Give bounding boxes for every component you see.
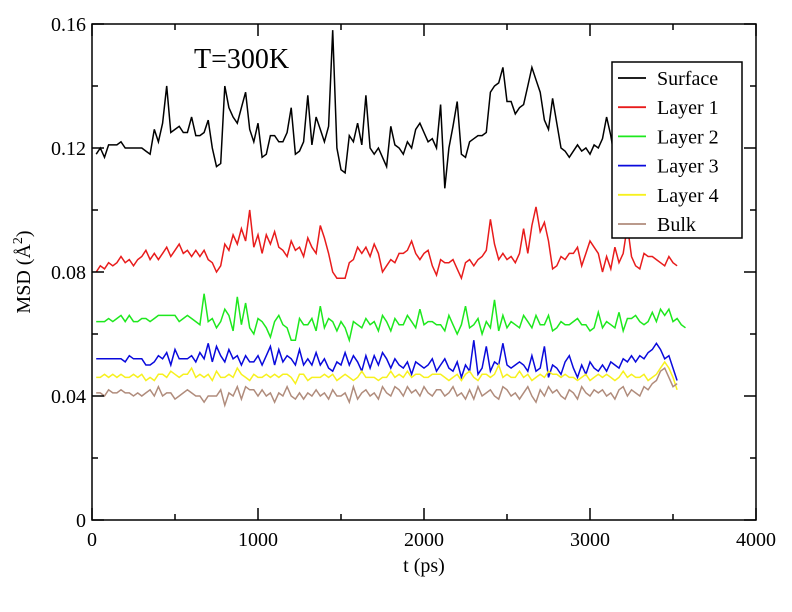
legend-items: Surface Layer 1 Layer 2 Layer 3 Layer 4 Bulk — [618, 68, 719, 236]
series-line-bulk — [96, 366, 678, 408]
legend-label: Layer 2 — [657, 126, 719, 148]
legend-box — [611, 61, 743, 239]
legend-label: Layer 1 — [657, 97, 719, 119]
y-axis-label-superscript: 2 — [11, 237, 26, 244]
y-axis-label-close: ) — [13, 230, 35, 237]
series-group — [95, 30, 686, 408]
y-axis-label-main: MSD (Å — [13, 244, 35, 314]
y-tick-label: 0 — [76, 510, 86, 532]
x-tick-label: 4000 — [736, 529, 776, 551]
x-tick-labels: 0 1000 2000 3000 4000 — [87, 529, 776, 551]
y-tick-label: 0.08 — [51, 262, 86, 284]
series-line-layer-3 — [96, 340, 678, 381]
y-tick-label: 0.12 — [51, 138, 86, 160]
series-line-layer-1 — [95, 206, 678, 281]
x-tick-label: 2000 — [404, 529, 444, 551]
legend: Surface Layer 1 Layer 2 Layer 3 Layer 4 Bulk — [611, 61, 743, 239]
y-axis-label: MSD (Å2) — [11, 230, 35, 313]
legend-label: Layer 4 — [657, 185, 719, 207]
y-tick-label: 0.04 — [51, 386, 86, 408]
series-line-surface — [95, 30, 678, 189]
y-tick-labels: 0 0.04 0.08 0.12 0.16 — [51, 14, 86, 532]
y-tick-label: 0.16 — [51, 14, 86, 36]
x-tick-label: 3000 — [570, 529, 610, 551]
x-tick-label: 1000 — [238, 529, 278, 551]
x-tick-label: 0 — [87, 529, 97, 551]
legend-label: Surface — [657, 68, 718, 90]
x-axis-label: t (ps) — [403, 555, 445, 577]
legend-label: Layer 3 — [657, 156, 719, 178]
axis-ticks — [91, 23, 757, 521]
series-line-layer-4 — [96, 360, 678, 391]
temperature-annotation: T=300K — [194, 44, 289, 75]
legend-label: Bulk — [657, 214, 696, 236]
series-line-layer-2 — [96, 293, 686, 343]
